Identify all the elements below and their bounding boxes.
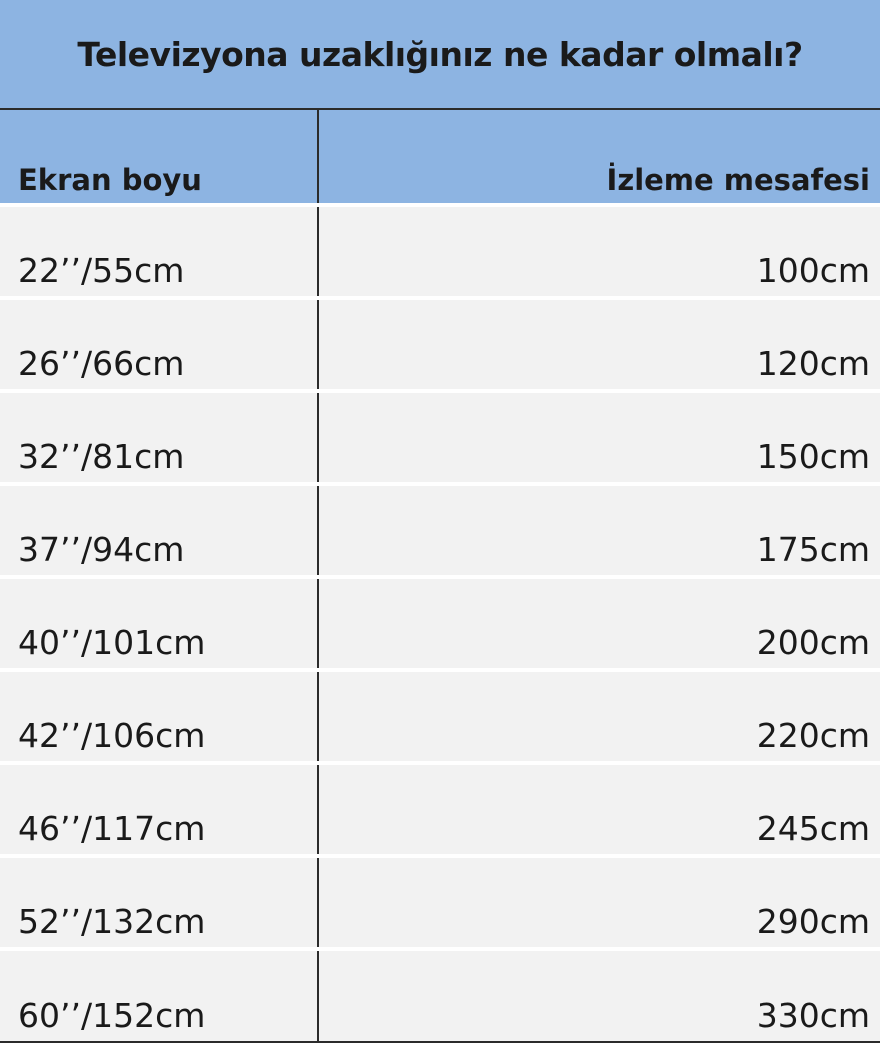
header-row: Ekran boyu İzleme mesafesi [0, 110, 880, 206]
table-row: 32’’/81cm 150cm [0, 389, 880, 485]
viewing-distance-cell: 290cm [318, 854, 880, 950]
screen-size-cell: 40’’/101cm [0, 575, 319, 671]
table-row: 37’’/94cm 175cm [0, 482, 880, 578]
screen-size-cell: 42’’/106cm [0, 668, 319, 764]
distance-table: Ekran boyu İzleme mesafesi 22’’/55cm 100c… [0, 110, 880, 1043]
viewing-distance-cell: 175cm [318, 482, 880, 578]
viewing-distance-cell: 200cm [318, 575, 880, 671]
header-viewing-distance: İzleme mesafesi [318, 110, 880, 206]
table-row: 22’’/55cm 100cm [0, 203, 880, 299]
screen-size-cell: 52’’/132cm [0, 854, 319, 950]
header-screen-size: Ekran boyu [0, 110, 319, 206]
screen-size-cell: 22’’/55cm [0, 203, 319, 299]
screen-size-cell: 37’’/94cm [0, 482, 319, 578]
screen-size-cell: 32’’/81cm [0, 389, 319, 485]
table-row: 46’’/117cm 245cm [0, 761, 880, 857]
screen-size-cell: 60’’/152cm [0, 947, 319, 1043]
table-row: 26’’/66cm 120cm [0, 296, 880, 392]
table-title: Televizyona uzaklığınız ne kadar olmalı? [0, 0, 880, 110]
viewing-distance-cell: 245cm [318, 761, 880, 857]
viewing-distance-cell: 150cm [318, 389, 880, 485]
viewing-distance-cell: 120cm [318, 296, 880, 392]
screen-size-cell: 46’’/117cm [0, 761, 319, 857]
viewing-distance-cell: 220cm [318, 668, 880, 764]
screen-size-cell: 26’’/66cm [0, 296, 319, 392]
table-row: 42’’/106cm 220cm [0, 668, 880, 764]
table-row: 52’’/132cm 290cm [0, 854, 880, 950]
table-row: 40’’/101cm 200cm [0, 575, 880, 671]
viewing-distance-cell: 330cm [318, 947, 880, 1043]
viewing-distance-cell: 100cm [318, 203, 880, 299]
table-row: 60’’/152cm 330cm [0, 947, 880, 1043]
